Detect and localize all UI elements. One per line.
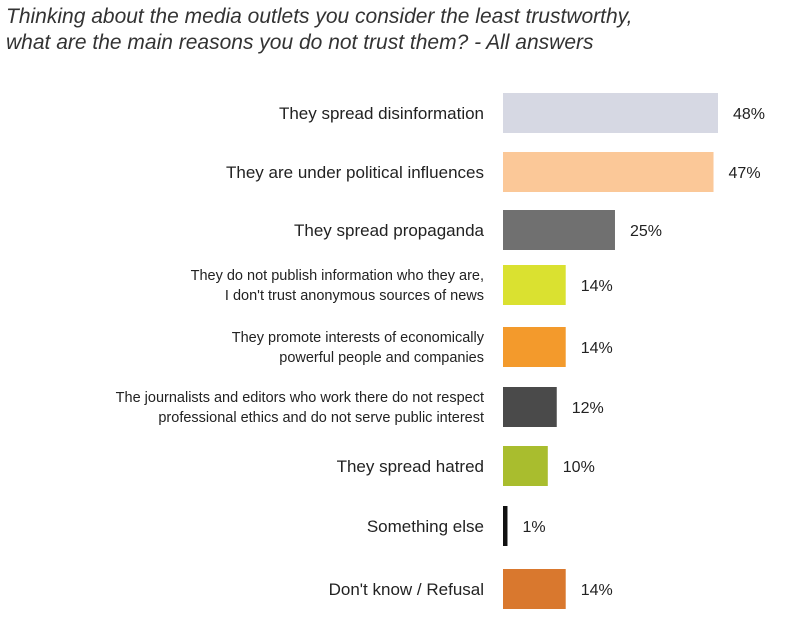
value-label: 1% — [522, 519, 545, 536]
bar — [503, 446, 548, 486]
category-label: They do not publish information who they… — [191, 268, 484, 304]
category-label-line: They promote interests of economically — [232, 330, 485, 346]
chart-title: Thinking about the media outlets you con… — [6, 4, 796, 56]
value-label: 14% — [581, 278, 613, 295]
bar — [503, 327, 566, 367]
category-label-line: powerful people and companies — [279, 350, 484, 366]
category-label-line: They spread propaganda — [294, 221, 485, 240]
chart-title-line-1: Thinking about the media outlets you con… — [6, 5, 633, 28]
value-label: 47% — [729, 165, 761, 182]
category-label-line: professional ethics and do not serve pub… — [158, 410, 484, 426]
category-label: They spread disinformation — [279, 104, 484, 123]
value-label: 14% — [581, 340, 613, 357]
category-label-line: The journalists and editors who work the… — [116, 390, 484, 406]
category-label: They spread propaganda — [294, 221, 485, 240]
value-label: 10% — [563, 459, 595, 476]
value-label: 14% — [581, 582, 613, 599]
category-label: The journalists and editors who work the… — [116, 390, 484, 426]
chart-title-line-2: what are the main reasons you do not tru… — [6, 31, 594, 54]
bar — [503, 152, 714, 192]
category-label-line: They are under political influences — [226, 163, 484, 182]
category-label-line: Something else — [367, 517, 484, 536]
category-label: Something else — [367, 517, 484, 536]
bar — [503, 506, 508, 546]
category-label: They are under political influences — [226, 163, 484, 182]
category-label: They spread hatred — [337, 457, 484, 476]
category-label-line: They spread disinformation — [279, 104, 484, 123]
category-label: They promote interests of economically po… — [232, 330, 485, 366]
bar — [503, 387, 557, 427]
value-label: 12% — [572, 400, 604, 417]
category-label: Don't know / Refusal — [329, 580, 484, 599]
value-label: 48% — [733, 106, 765, 123]
bar — [503, 265, 566, 305]
category-label-line: I don't trust anonymous sources of news — [225, 288, 484, 304]
bar — [503, 210, 615, 250]
bar — [503, 93, 718, 133]
category-label-line: They spread hatred — [337, 457, 484, 476]
category-label-line: They do not publish information who they… — [191, 268, 484, 284]
category-label-line: Don't know / Refusal — [329, 580, 484, 599]
value-label: 25% — [630, 223, 662, 240]
bar — [503, 569, 566, 609]
